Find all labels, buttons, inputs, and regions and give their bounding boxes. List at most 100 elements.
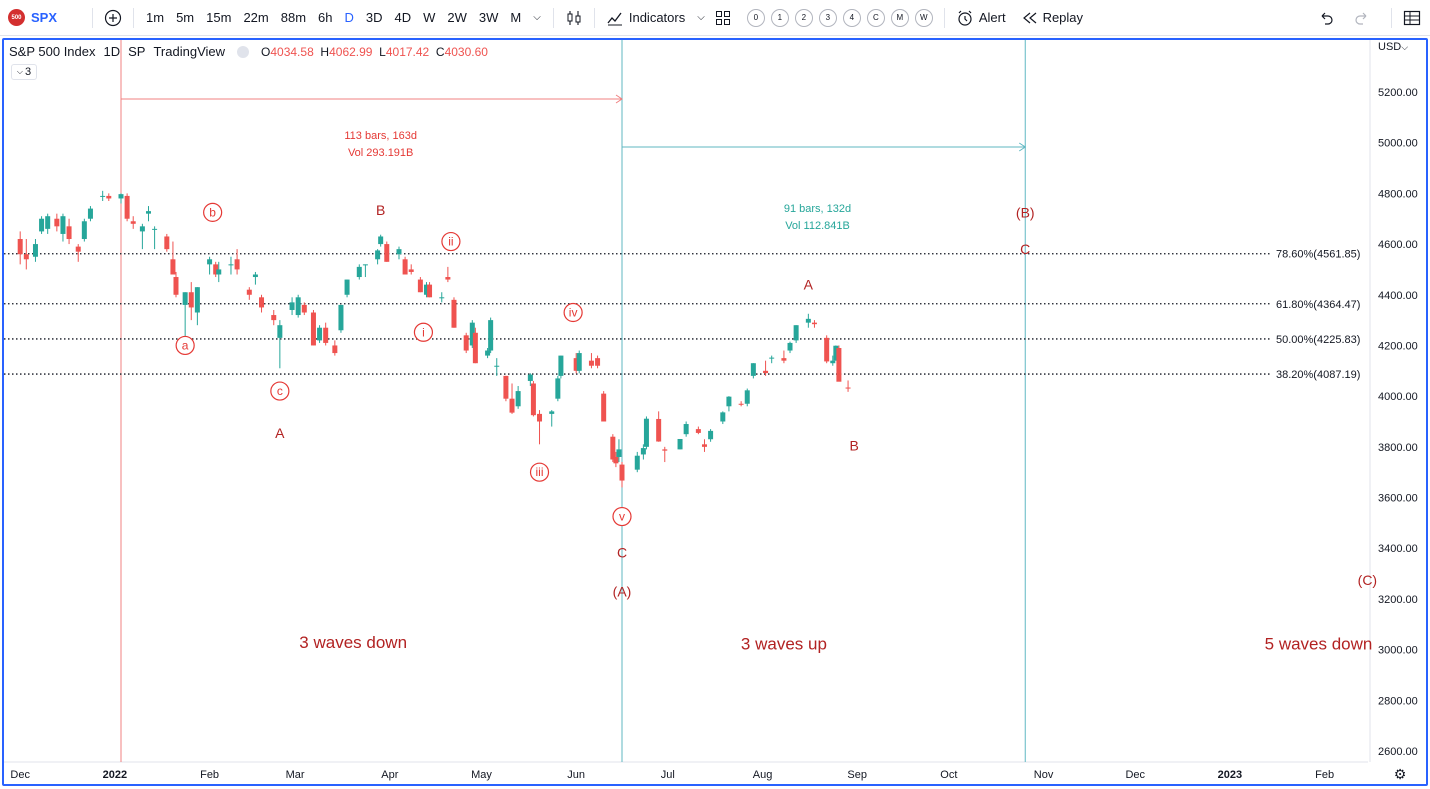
wave-label[interactable]: a [182, 338, 189, 352]
candle-body [81, 221, 87, 240]
toolbar-divider [552, 7, 554, 28]
candle-body [573, 358, 579, 371]
candle-body [845, 387, 851, 389]
chart-type-button[interactable] [560, 0, 588, 36]
candle-body [295, 297, 301, 316]
symbol-search[interactable]: 500 SPX [0, 0, 62, 36]
candle-body [643, 418, 649, 447]
indicators-label: Indicators [628, 10, 686, 25]
wave-annotation[interactable]: 3 waves down [299, 633, 407, 652]
wave-label[interactable]: i [422, 325, 425, 339]
wave-label[interactable]: B [376, 202, 385, 218]
close-value: 4030.60 [444, 44, 488, 59]
wave-label[interactable]: C [617, 545, 627, 561]
layout-slot-4[interactable]: 4 [842, 8, 861, 27]
wave-label[interactable]: iv [569, 306, 578, 320]
alarm-clock-icon [958, 10, 972, 26]
layout-slot-2[interactable]: 2 [794, 8, 813, 27]
layout-slot-m[interactable]: M [890, 8, 909, 27]
fib-level-label: 61.80%(4364.47) [1276, 299, 1360, 311]
interval-15m[interactable]: 15m [206, 10, 232, 25]
replay-button[interactable]: Replay [1017, 0, 1088, 36]
toolbar-divider [1391, 7, 1392, 28]
candle-body [763, 370, 769, 374]
settings-gear-icon[interactable]: ⚙ [1394, 766, 1407, 782]
interval-m[interactable]: M [510, 10, 522, 25]
interval-22m[interactable]: 22m [243, 10, 269, 25]
high-label: H [320, 44, 330, 59]
wave-label[interactable]: (B) [1016, 204, 1035, 220]
redo-button[interactable] [1349, 0, 1375, 36]
candle-body [787, 342, 793, 351]
interval-88m[interactable]: 88m [280, 10, 307, 25]
interval-3d[interactable]: 3D [365, 10, 383, 25]
wave-label[interactable]: B [849, 438, 858, 454]
layouts-button[interactable] [710, 0, 736, 36]
wave-label[interactable]: C [1020, 241, 1030, 257]
y-tick-label: 4400.00 [1378, 290, 1418, 302]
intervals-chevron-down-icon[interactable]: ⌵ [533, 12, 541, 23]
watchlist-button[interactable] [1398, 0, 1426, 36]
indicators-collapse-button[interactable]: ⌵ 3 [11, 64, 37, 80]
candle-body [408, 269, 414, 272]
undo-button[interactable] [1313, 0, 1339, 36]
candle-body [836, 347, 842, 382]
wave-label[interactable]: c [277, 384, 283, 398]
y-tick-label: 3800.00 [1378, 442, 1418, 454]
candle-body [118, 194, 124, 199]
layout-slot-1[interactable]: 1 [770, 8, 789, 27]
candle-body [194, 287, 200, 313]
candle-body [323, 327, 329, 343]
candle-body [469, 322, 475, 346]
interval-3w[interactable]: 3W [478, 10, 499, 25]
candle-body [344, 279, 350, 295]
candle-body [164, 236, 170, 250]
wave-label[interactable]: b [209, 205, 216, 219]
wave-label-circle [612, 506, 632, 527]
spx-logo-icon: 500 [8, 9, 25, 26]
compare-button[interactable] [99, 0, 127, 36]
alert-button[interactable]: Alert [951, 0, 1011, 36]
ohlc-values: O4034.58 H4062.99 L4017.42 C4030.60 [261, 45, 488, 59]
symbol-name: SPX [31, 10, 58, 25]
currency-selector[interactable]: USD⌵ [1378, 41, 1408, 53]
candle-body [805, 318, 811, 323]
wave-annotation[interactable]: 3 waves up [741, 634, 827, 653]
wave-label-circle [270, 381, 290, 401]
candle-body [423, 284, 429, 295]
candle-body [317, 327, 323, 341]
layout-slot-c[interactable]: C [866, 8, 885, 27]
interval-w[interactable]: W [423, 10, 436, 25]
wave-label[interactable]: (A) [613, 583, 632, 599]
indicators-button[interactable]: Indicators ⌵ [601, 0, 710, 36]
candle-body [23, 254, 29, 260]
wave-label[interactable]: v [619, 510, 625, 524]
candle-body [472, 332, 478, 364]
interval-2w[interactable]: 2W [447, 10, 467, 25]
candle-body [527, 374, 533, 381]
wave-label[interactable]: A [275, 425, 285, 441]
legend-title[interactable]: S&P 500 Index [9, 44, 96, 59]
candle-body [439, 297, 445, 299]
layout-slot-3[interactable]: 3 [818, 8, 837, 27]
interval-d[interactable]: D [344, 10, 354, 25]
layout-slot-w[interactable]: W [914, 8, 933, 27]
legend-interval: 1D [103, 44, 121, 59]
interval-5m[interactable]: 5m [176, 10, 195, 25]
toolbar-divider [92, 7, 94, 28]
x-tick-label: Sep [847, 769, 867, 781]
x-tick-label: Feb [1315, 769, 1334, 781]
wave-label[interactable]: A [804, 277, 814, 293]
wave-label[interactable]: (C) [1358, 572, 1377, 588]
interval-1m[interactable]: 1m [146, 10, 165, 25]
wave-annotation[interactable]: 5 waves down [1265, 634, 1373, 653]
wave-label[interactable]: ii [448, 235, 453, 249]
candle-body [124, 195, 130, 219]
layout-slot-0[interactable]: 0 [746, 8, 765, 27]
interval-4d[interactable]: 4D [394, 10, 412, 25]
candle-body [271, 315, 277, 321]
wave-label[interactable]: iii [536, 465, 544, 479]
interval-6h[interactable]: 6h [318, 10, 333, 25]
